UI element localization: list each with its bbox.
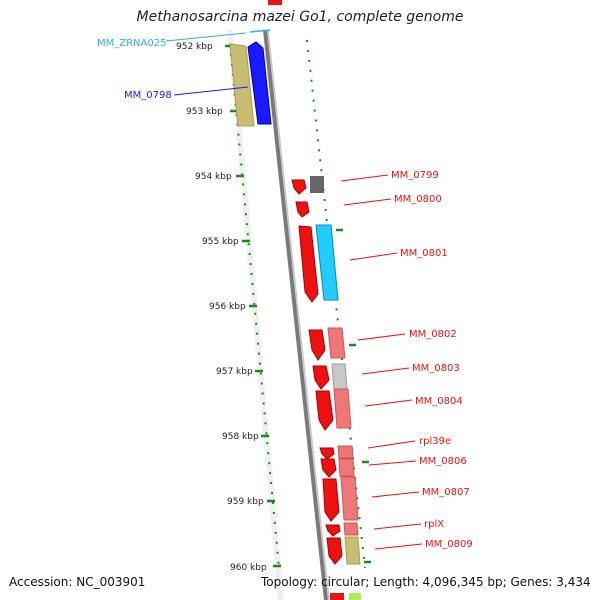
gene-label-rplx[interactable]: rplX bbox=[424, 519, 444, 530]
backbone-line bbox=[263, 29, 328, 600]
gene-label-mm-zrna025[interactable]: MM_ZRNA025 bbox=[97, 38, 166, 49]
tick-label: 960 kbp bbox=[230, 563, 267, 573]
gene-label-mm-0798[interactable]: MM_0798 bbox=[124, 90, 172, 101]
leader-line bbox=[343, 198, 392, 206]
feature-rpl39e bbox=[337, 445, 354, 459]
gene-label-rpl39e[interactable]: rpl39e bbox=[419, 436, 451, 447]
feature-mm-0804 bbox=[333, 388, 352, 429]
feature-red-arrow bbox=[315, 390, 334, 431]
tick-label: 952 kbp bbox=[176, 42, 213, 52]
leader-line bbox=[349, 252, 398, 261]
gene-label-mm-0801[interactable]: MM_0801 bbox=[400, 248, 448, 259]
leader-line bbox=[368, 460, 417, 466]
rna-feature-tick bbox=[249, 29, 271, 33]
leader-line bbox=[357, 333, 406, 341]
gene-label-mm-0804[interactable]: MM_0804 bbox=[415, 396, 463, 407]
feature-red-arrow bbox=[312, 365, 330, 390]
scale-ticks: 952 kbp 953 kbp 954 kbp 955 kbp 956 kbp … bbox=[176, 42, 371, 573]
feature-mm-0801-arrow bbox=[298, 225, 319, 303]
feature-mm-0809 bbox=[344, 536, 361, 565]
gene-label-mm-0807[interactable]: MM_0807 bbox=[422, 487, 470, 498]
tick-label: 959 kbp bbox=[227, 497, 264, 507]
feature-red-arrow bbox=[325, 524, 341, 537]
leader-line bbox=[373, 523, 422, 530]
gene-label-mm-0809[interactable]: MM_0809 bbox=[425, 539, 473, 550]
feature-red-arrow bbox=[291, 179, 307, 195]
feature-rplx bbox=[343, 522, 359, 536]
feature-red-arrow bbox=[320, 458, 337, 478]
feature-red-arrow bbox=[322, 478, 340, 522]
feature-mm-0806 bbox=[338, 458, 355, 477]
leader-line bbox=[367, 440, 416, 449]
feature-bottom-green bbox=[349, 593, 361, 600]
features bbox=[229, 0, 361, 600]
leader-line bbox=[173, 86, 249, 96]
tick-label: 957 kbp bbox=[216, 367, 253, 377]
feature-bottom-red bbox=[330, 593, 344, 600]
feature-red-arrow bbox=[326, 537, 343, 565]
tick-label: 954 kbp bbox=[195, 172, 232, 182]
leader-line bbox=[374, 543, 423, 550]
topology-text: Topology: circular; Length: 4,096,345 bp… bbox=[261, 575, 591, 589]
accession-text: Accession: NC_003901 bbox=[9, 575, 146, 589]
feature-red-arrow bbox=[319, 447, 335, 460]
feature-mm-0800 bbox=[295, 201, 310, 218]
feature-mm-0799 bbox=[310, 176, 324, 193]
feature-mm-0803 bbox=[331, 363, 348, 390]
gene-label-mm-0800[interactable]: MM_0800 bbox=[394, 194, 442, 205]
feature-mm-0802 bbox=[327, 327, 346, 359]
feature-khaki-block bbox=[229, 43, 255, 127]
feature-mm-0798-arrow bbox=[247, 41, 272, 125]
backbone-highlight bbox=[267, 29, 330, 600]
tick-label: 956 kbp bbox=[209, 302, 246, 312]
feature-mm-0807 bbox=[340, 476, 359, 521]
gene-label-mm-0799[interactable]: MM_0799 bbox=[391, 170, 439, 181]
leader-line bbox=[371, 491, 420, 498]
feature-red-arrow bbox=[308, 329, 326, 361]
gene-label-mm-0806[interactable]: MM_0806 bbox=[419, 456, 467, 467]
feature-top-edge bbox=[268, 0, 282, 5]
leader-line bbox=[165, 32, 247, 42]
gene-label-mm-0803[interactable]: MM_0803 bbox=[412, 363, 460, 374]
tick-label: 958 kbp bbox=[222, 432, 259, 442]
leader-line bbox=[361, 367, 410, 375]
map-title: Methanosarcina mazei Go1, complete genom… bbox=[136, 9, 464, 25]
leader-line bbox=[340, 174, 389, 182]
feature-mm-0801-block bbox=[315, 224, 339, 301]
gene-label-mm-0802[interactable]: MM_0802 bbox=[409, 329, 457, 340]
leader-line bbox=[364, 399, 413, 407]
gene-labels: MM_ZRNA025 MM_0798 MM_0799 MM_0800 MM_08… bbox=[97, 32, 473, 550]
tick-label: 955 kbp bbox=[202, 237, 239, 247]
tick-label: 953 kbp bbox=[186, 107, 223, 117]
